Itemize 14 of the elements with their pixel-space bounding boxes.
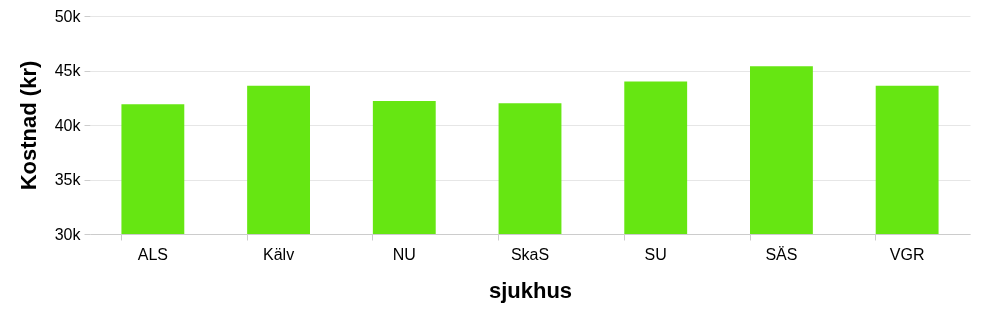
- y-tick-label: 50k: [54, 7, 82, 25]
- x-tick-label: SÄS: [765, 245, 798, 263]
- y-tick-label: 40k: [54, 116, 82, 134]
- x-tick-label: Kälv: [263, 245, 295, 263]
- y-axis-title: Kostnad (kr): [15, 60, 41, 191]
- x-tick-label: NU: [392, 245, 416, 263]
- x-tick-label: SU: [644, 245, 667, 263]
- y-tick-label: 35k: [54, 171, 82, 188]
- x-tick-label: VGR: [889, 245, 925, 263]
- x-tick-label: SkaS: [510, 245, 550, 263]
- y-tick-label: 30k: [54, 225, 82, 243]
- y-tick-label: 45k: [54, 62, 82, 79]
- x-axis-title: sjukhus: [488, 277, 573, 303]
- x-tick-label: ALS: [137, 245, 168, 263]
